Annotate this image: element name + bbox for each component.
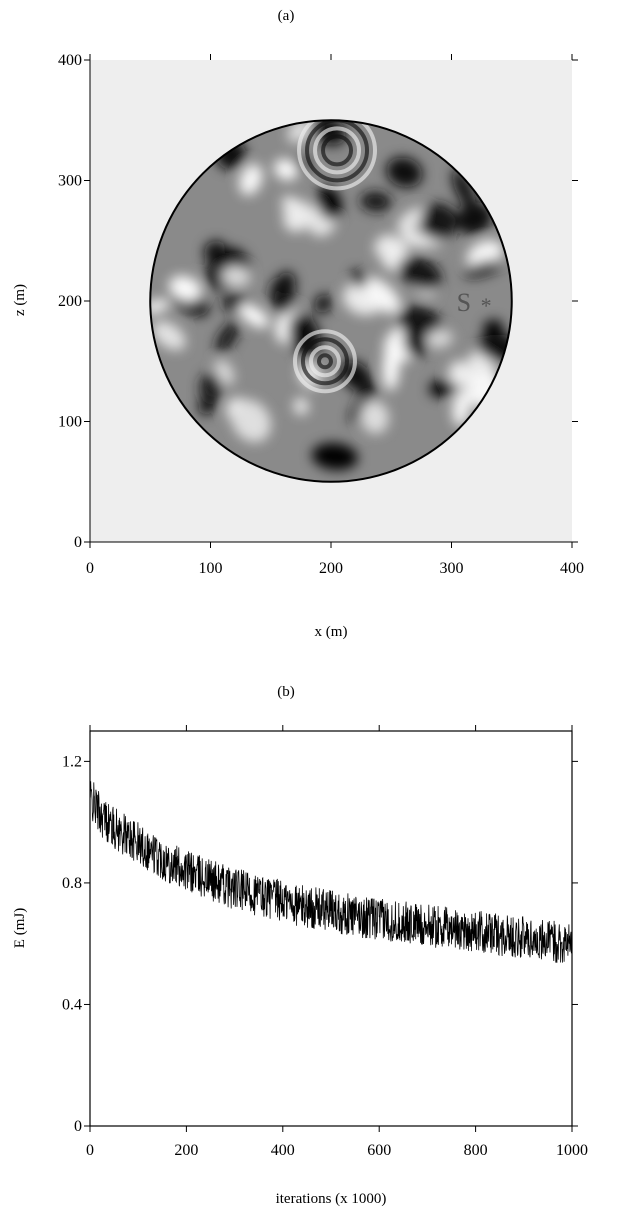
y-tick-label: 400 [58,52,82,69]
panel-a-label: (a) [278,8,295,24]
x-tick-label: 200 [319,560,343,577]
x-tick-label: 0 [86,1142,94,1159]
y-tick-label: 100 [58,414,82,431]
y-tick-label: 200 [58,293,82,310]
x-tick-label: 600 [367,1142,391,1159]
panel-a: (a) 0 100 200 300 400 0 100 200 300 400 x (m) z (… [12,8,584,640]
y-tick-label: 300 [58,173,82,190]
panel-a-xlabel: x (m) [315,624,348,640]
x-tick-label: 100 [199,560,223,577]
y-tick-label: 0 [74,1118,82,1135]
panel-b-axes: 0 200 400 600 800 1000 0 0.4 0.8 1.2 [62,725,588,1159]
panel-b: (b) 0 200 400 600 800 1000 0 0.4 0.8 1.2 iteratio… [12,684,588,1207]
panel-b-xlabel: iterations (x 1000) [276,1191,387,1207]
x-tick-label: 300 [440,560,464,577]
x-tick-label: 200 [174,1142,198,1159]
panel-a-ylabel: z (m) [12,284,28,316]
velocity-circle [149,119,513,483]
panel-a-axes: 0 100 200 300 400 0 100 200 300 400 [58,52,584,577]
x-tick-label: 400 [560,560,584,577]
x-tick-label: 0 [86,560,94,577]
panel-b-ylabel: E (mJ) [12,908,28,948]
panel-b-label: (b) [277,684,295,700]
heatmap-texture [150,120,512,471]
y-tick-label: 0 [74,534,82,551]
series-line [89,781,573,963]
x-tick-label: 1000 [556,1142,588,1159]
source-star-icon: * [481,293,492,318]
x-tick-label: 800 [464,1142,488,1159]
y-tick-label: 1.2 [62,753,82,770]
y-tick-label: 0.8 [62,875,82,892]
source-marker: S * [457,288,492,318]
x-tick-label: 400 [271,1142,295,1159]
source-label: S [457,288,471,317]
y-tick-label: 0.4 [62,996,82,1013]
